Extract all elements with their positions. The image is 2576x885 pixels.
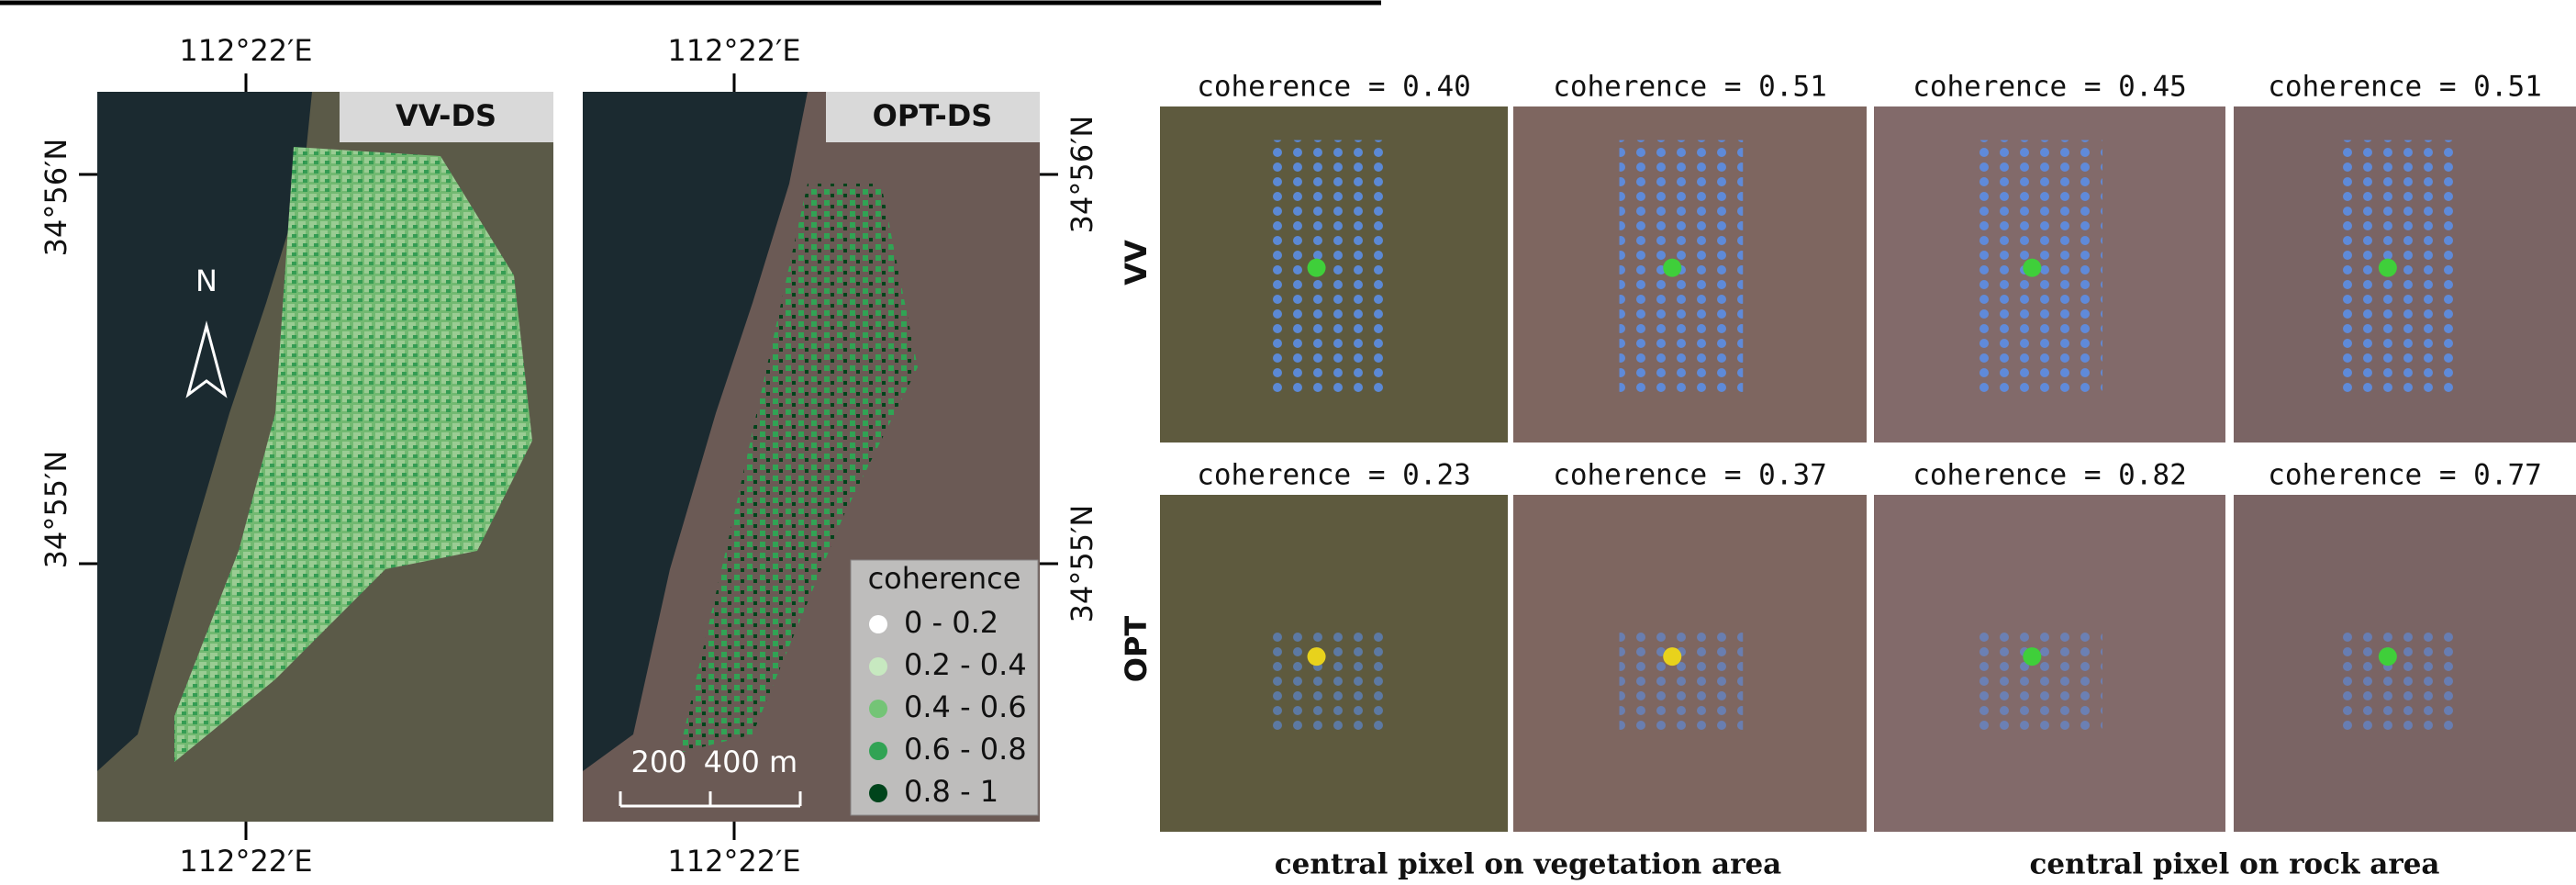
panel-title: coherence = 0.45	[1912, 71, 2187, 104]
legend-swatch	[869, 657, 887, 676]
legend-swatch	[869, 784, 887, 802]
panel-title: coherence = 0.77	[2268, 459, 2542, 492]
central-pixel	[1663, 259, 1681, 277]
figure: VV-DS N OPT-DS 200 400 m coherence 0 - 0…	[0, 0, 2576, 885]
point-cloud	[1979, 630, 2102, 731]
row-label: OPT	[1119, 616, 1154, 683]
central-pixel	[2023, 259, 2041, 277]
lat-label: 34°55′N	[39, 451, 73, 569]
lat-label: 34°55′N	[1065, 505, 1099, 623]
central-pixel	[1308, 647, 1326, 666]
lon-label: 112°22′E	[667, 33, 800, 68]
map-opt: OPT-DS 200 400 m coherence 0 - 0.2 0.2 - …	[583, 92, 1040, 822]
central-pixel	[1663, 647, 1681, 666]
central-pixel	[1308, 259, 1326, 277]
legend-title: coherence	[868, 561, 1021, 596]
lon-label: 112°22′E	[179, 844, 312, 879]
point-cloud	[1265, 630, 1387, 731]
panel-title: coherence = 0.40	[1197, 71, 1471, 104]
map-label: VV-DS	[396, 98, 496, 133]
lon-label: 112°22′E	[179, 33, 312, 68]
panel-title: coherence = 0.51	[2268, 71, 2542, 104]
map-vv: VV-DS N	[97, 92, 553, 822]
panel-title: coherence = 0.37	[1553, 459, 1827, 492]
lat-label: 34°56′N	[39, 139, 73, 257]
lon-label: 112°22′E	[667, 844, 800, 879]
legend-label: 0.4 - 0.6	[904, 689, 1027, 724]
panel-title: coherence = 0.51	[1553, 71, 1827, 104]
panel-title: coherence = 0.82	[1912, 459, 2187, 492]
map-label: OPT-DS	[873, 98, 993, 133]
legend-swatch	[869, 700, 887, 718]
panel-grid: coherence = 0.40 coherence = 0.51 coherenc…	[1160, 71, 2576, 833]
legend-label: 0 - 0.2	[904, 605, 998, 640]
scale-label: 200	[630, 745, 686, 779]
scale-label: 400 m	[704, 745, 797, 779]
row-label: VV	[1119, 240, 1154, 286]
legend-label: 0.2 - 0.4	[904, 647, 1027, 682]
point-cloud	[2336, 630, 2457, 731]
panel-title: coherence = 0.23	[1197, 459, 1471, 492]
point-cloud	[1620, 630, 1744, 731]
central-pixel	[2379, 259, 2397, 277]
north-label: N	[195, 263, 217, 298]
lat-label: 34°56′N	[1065, 116, 1099, 234]
legend-label: 0.8 - 1	[904, 774, 998, 809]
legend-label: 0.6 - 0.8	[904, 732, 1027, 767]
central-pixel	[2379, 647, 2397, 666]
caption: central pixel on rock area	[2029, 848, 2439, 881]
legend-swatch	[869, 615, 887, 633]
central-pixel	[2023, 647, 2041, 666]
legend-swatch	[869, 742, 887, 760]
caption: central pixel on vegetation area	[1275, 848, 1782, 881]
